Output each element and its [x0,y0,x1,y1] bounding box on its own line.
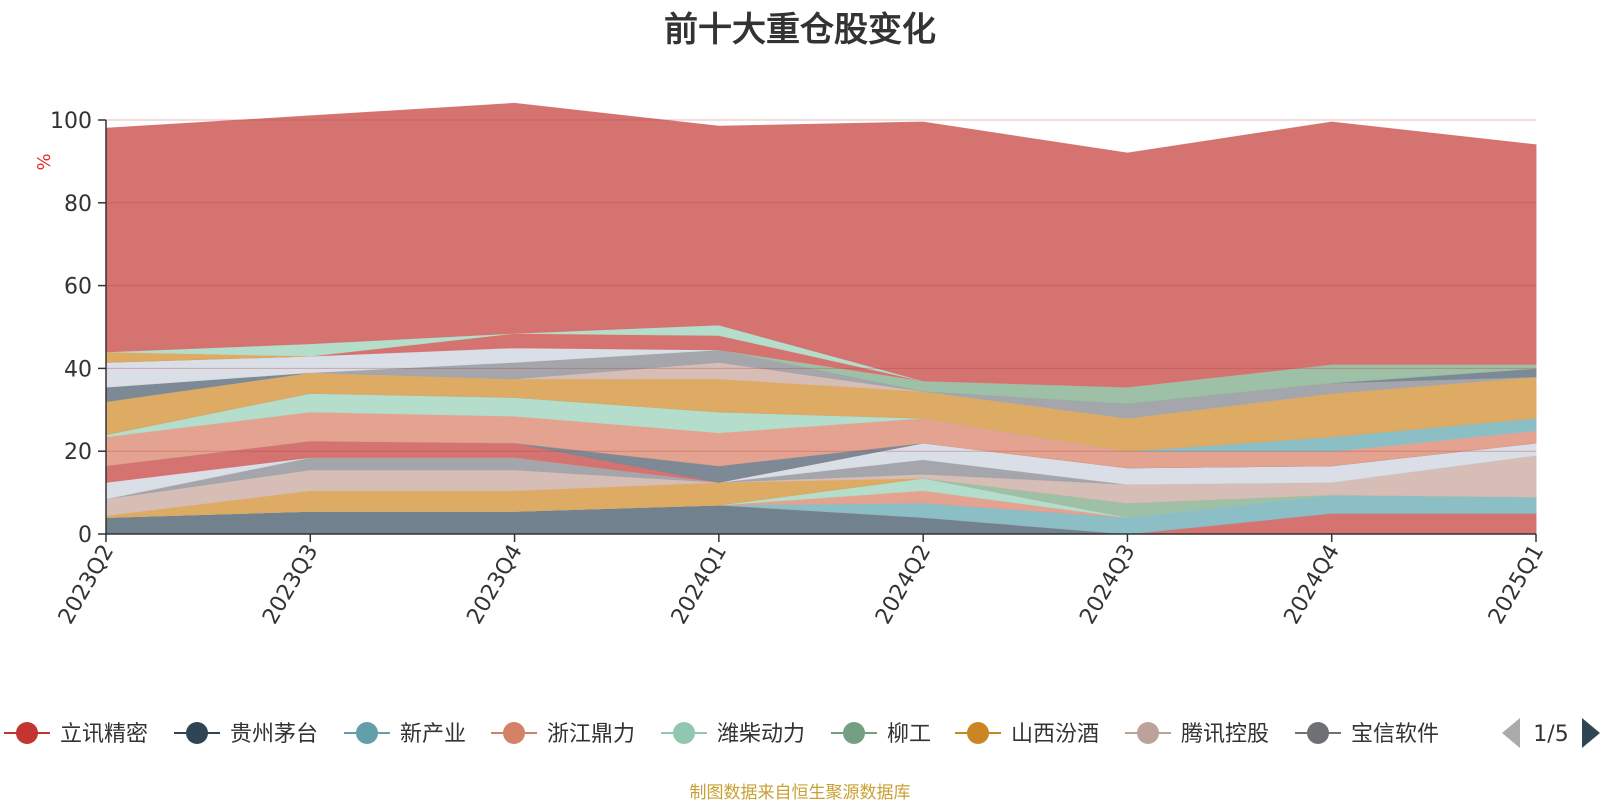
x-tick-label: 2024Q3 [1075,541,1140,629]
y-tick-label: 20 [64,440,92,465]
x-tick-label: 2024Q4 [1280,541,1345,629]
legend-item-4[interactable]: 浙江鼎力 [491,722,635,747]
legend-label: 立讯精密 [60,722,148,747]
y-tick-label: 100 [50,109,92,134]
legend-page-indicator: 1/5 [1533,722,1568,747]
legend-item-7[interactable]: 山西汾酒 [955,722,1099,747]
axes [105,120,1536,535]
legend-circle-icon [503,722,525,744]
y-axis-label: % [34,153,55,170]
stacked-area-layer [105,102,1537,535]
y-axis-ticks: 0 20 40 60 80 100 [50,109,106,548]
legend-item-6[interactable]: 柳工 [831,722,931,747]
x-tick-label: 2025Q1 [1484,541,1549,629]
legend-item-3[interactable]: 新产业 [344,722,466,747]
y-tick-label: 80 [64,192,92,217]
legend-circle-icon [1307,722,1329,744]
x-tick-label: 2023Q4 [462,541,527,629]
y-tick-label: 40 [64,357,92,382]
x-tick-label: 2024Q1 [667,541,732,629]
y-tick-label: 60 [64,275,92,300]
legend-item-2[interactable]: 贵州茅台 [174,722,318,747]
legend-label: 浙江鼎力 [547,722,635,747]
legend-label: 山西汾酒 [1011,722,1099,747]
legend-pager: 1/5 [1502,718,1600,748]
area-series-25[interactable] [105,102,1537,388]
legend-label: 腾讯控股 [1181,722,1269,747]
chart-title: 前十大重仓股变化 [664,10,936,50]
legend-item-8[interactable]: 腾讯控股 [1125,722,1269,747]
legend-label: 宝信软件 [1351,722,1439,747]
legend-label: 柳工 [887,722,931,747]
legend-label: 新产业 [400,722,466,747]
grid-lines [106,119,1536,452]
legend-item-1[interactable]: 立讯精密 [4,722,148,747]
legend-circle-icon [673,722,695,744]
legend-circle-icon [16,722,38,744]
legend: 立讯精密 贵州茅台 新产业 浙江鼎力 潍柴动力 柳工 山西汾酒 腾讯控股 宝信软件 [4,722,1439,747]
x-tick-label: 2024Q2 [871,541,936,629]
x-tick-label: 2023Q2 [54,541,119,629]
legend-next-arrow-icon[interactable] [1582,718,1600,748]
legend-circle-icon [356,722,378,744]
data-source-note: 制图数据来自恒生聚源数据库 [689,783,911,803]
legend-item-9[interactable]: 宝信软件 [1295,722,1439,747]
x-tick-label: 2023Q3 [258,541,323,629]
y-tick-label: 0 [78,523,92,548]
legend-label: 贵州茅台 [230,722,318,747]
legend-circle-icon [843,722,865,744]
legend-circle-icon [1137,722,1159,744]
x-axis-ticks: 2023Q2 2023Q3 2023Q4 2024Q1 2024Q2 2024Q3 2024… [54,534,1549,629]
legend-circle-icon [186,722,208,744]
legend-label: 潍柴动力 [717,722,805,747]
legend-prev-arrow-icon[interactable] [1502,718,1520,748]
legend-circle-icon [967,722,989,744]
legend-item-5[interactable]: 潍柴动力 [661,722,805,747]
